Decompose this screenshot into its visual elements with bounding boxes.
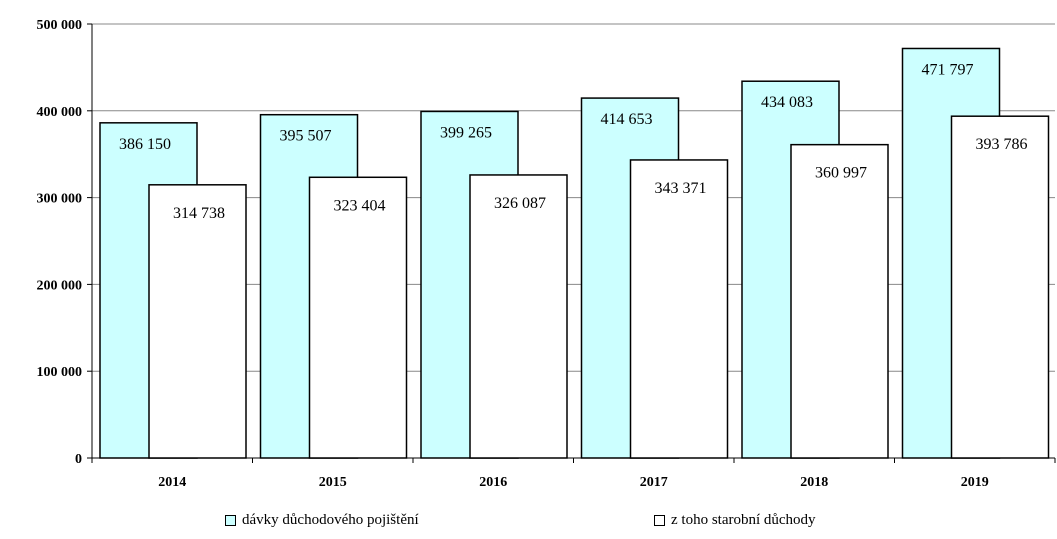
data-label-davky: 386 150 <box>119 136 171 153</box>
y-tick-label: 500 000 <box>37 18 83 33</box>
y-tick-label: 400 000 <box>37 105 83 120</box>
x-tick-label: 2016 <box>479 475 507 490</box>
data-label-starobni: 360 997 <box>815 165 867 182</box>
y-tick-label: 200 000 <box>37 278 83 293</box>
x-tick-label: 2015 <box>319 475 347 490</box>
legend-swatch-starobni <box>654 515 665 526</box>
legend-label-davky: dávky důchodového pojištění <box>242 512 419 528</box>
data-label-davky: 399 265 <box>440 124 492 141</box>
bars <box>99 47 1050 459</box>
x-tick-label: 2014 <box>158 475 186 490</box>
data-label-davky: 395 507 <box>280 128 332 145</box>
bar-starobni <box>629 159 729 459</box>
x-tick-label: 2018 <box>800 475 828 490</box>
x-tick-label: 2017 <box>640 475 668 490</box>
legend-item-starobni: z toho starobní důchody <box>654 512 816 529</box>
gridlines <box>92 23 1055 372</box>
data-label-davky: 414 653 <box>601 111 653 128</box>
legend-item-davky: dávky důchodového pojištění <box>225 512 419 529</box>
bar-starobni <box>790 143 889 459</box>
x-tick-label: 2019 <box>961 475 989 490</box>
y-tick-label: 300 000 <box>37 192 83 207</box>
y-tick-label: 0 <box>75 452 82 467</box>
data-label-davky: 434 083 <box>761 94 813 111</box>
legend: dávky důchodového pojištění z toho staro… <box>0 509 1057 533</box>
data-label-starobni: 314 738 <box>173 205 225 222</box>
bar-starobni <box>148 184 247 459</box>
bar-starobni <box>950 115 1050 459</box>
data-label-starobni: 343 371 <box>655 180 707 197</box>
bar-chart: 0 100 000 200 000 300 000 400 000 500 000 2014… <box>37 18 1056 490</box>
data-labels: 386 150 314 738 395 507 323 404 399 265 326 0… <box>119 61 1028 221</box>
axes: 0 100 000 200 000 300 000 400 000 500 000 2014… <box>37 18 1056 490</box>
legend-label-starobni: z toho starobní důchody <box>671 512 816 528</box>
data-label-starobni: 323 404 <box>334 197 386 214</box>
data-label-starobni: 326 087 <box>494 195 546 212</box>
bar-starobni <box>308 176 408 459</box>
bar-starobni <box>469 174 568 459</box>
y-tick-label: 100 000 <box>37 365 83 380</box>
data-label-starobni: 393 786 <box>976 136 1028 153</box>
legend-swatch-davky <box>225 515 236 526</box>
data-label-davky: 471 797 <box>922 61 974 78</box>
